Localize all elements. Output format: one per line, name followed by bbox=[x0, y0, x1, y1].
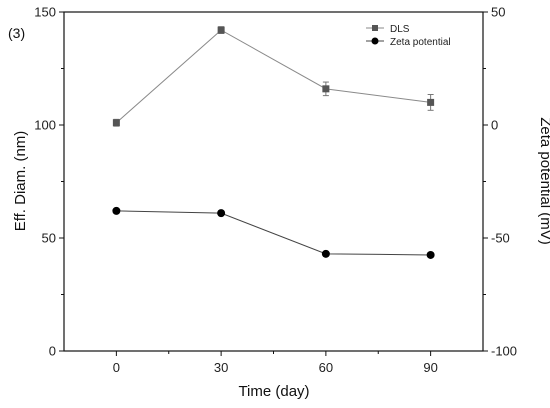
right-tick-label: 0 bbox=[491, 118, 498, 133]
left-tick-label: 150 bbox=[34, 5, 56, 20]
panel-label: (3) bbox=[8, 25, 25, 41]
right-axis-title: Zeta potential (mV) bbox=[537, 117, 550, 245]
legend-marker-zeta bbox=[371, 37, 379, 45]
right-axis-ticks: -100 -50 0 50 bbox=[483, 5, 517, 359]
left-tick-label: 50 bbox=[42, 231, 56, 246]
left-axis-ticks: 0 50 100 150 bbox=[34, 5, 64, 359]
data-point-dls bbox=[427, 98, 435, 106]
data-point-dls bbox=[217, 26, 225, 34]
left-tick-label: 100 bbox=[34, 118, 56, 133]
legend-label-dls: DLS bbox=[390, 24, 410, 35]
legend-label-zeta: Zeta potential bbox=[390, 37, 451, 48]
data-point-zeta bbox=[426, 250, 435, 259]
left-tick-label: 0 bbox=[49, 344, 56, 359]
left-axis-title: Eff. Diam. (nm) bbox=[12, 131, 29, 232]
right-tick-label: 50 bbox=[491, 5, 505, 20]
data-point-dls bbox=[322, 85, 330, 93]
plot-frame bbox=[63, 11, 484, 352]
series-line-dls bbox=[116, 29, 431, 124]
legend: DLS Zeta potential bbox=[366, 24, 451, 48]
x-tick-label: 30 bbox=[214, 360, 228, 375]
data-point-zeta bbox=[321, 249, 330, 258]
x-tick-label: 0 bbox=[113, 360, 120, 375]
series-layer bbox=[112, 26, 435, 259]
data-point-zeta bbox=[112, 206, 121, 215]
data-point-dls bbox=[112, 119, 120, 127]
plot-border bbox=[63, 11, 484, 352]
right-tick-label: -100 bbox=[491, 344, 517, 359]
x-tick-label: 60 bbox=[319, 360, 333, 375]
legend-marker-dls bbox=[372, 25, 378, 31]
series-line-zeta bbox=[116, 210, 431, 256]
x-axis-title: Time (day) bbox=[238, 383, 309, 400]
x-tick-label: 90 bbox=[423, 360, 437, 375]
data-point-zeta bbox=[217, 209, 226, 218]
x-axis-ticks: 0 30 60 90 bbox=[113, 351, 438, 375]
right-tick-label: -50 bbox=[491, 231, 510, 246]
